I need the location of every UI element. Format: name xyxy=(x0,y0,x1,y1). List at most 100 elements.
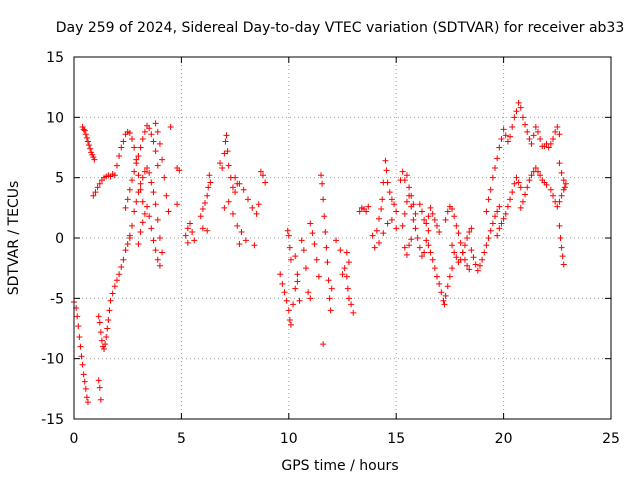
data-point-marker xyxy=(111,172,118,179)
data-point-marker xyxy=(489,174,496,181)
data-point-marker xyxy=(427,249,434,256)
data-point-marker xyxy=(176,167,183,174)
data-point-marker xyxy=(457,239,464,246)
data-point-marker xyxy=(221,204,228,211)
data-point-marker xyxy=(444,283,451,290)
data-point-marker xyxy=(434,273,441,280)
data-point-marker xyxy=(262,179,269,186)
data-point-marker xyxy=(154,128,161,135)
data-point-marker xyxy=(139,174,146,181)
data-point-marker xyxy=(97,329,104,336)
data-point-marker xyxy=(507,133,514,140)
data-point-marker xyxy=(550,136,557,143)
data-point-marker xyxy=(182,232,189,239)
data-point-marker xyxy=(105,317,112,324)
data-point-marker xyxy=(128,177,135,184)
data-point-marker xyxy=(284,227,291,234)
data-point-marker xyxy=(95,377,102,384)
data-point-marker xyxy=(438,289,445,296)
data-point-marker xyxy=(436,280,443,287)
data-point-marker xyxy=(532,165,539,172)
data-point-marker xyxy=(302,265,309,272)
data-point-marker xyxy=(418,253,425,260)
data-point-marker xyxy=(519,114,526,121)
x-tick-label: 25 xyxy=(602,431,620,447)
data-point-marker xyxy=(348,301,355,308)
data-point-marker xyxy=(313,256,320,263)
data-point-marker xyxy=(309,230,316,237)
data-point-marker xyxy=(204,227,211,234)
data-point-marker xyxy=(379,196,386,203)
data-point-marker xyxy=(152,247,159,254)
data-point-marker xyxy=(124,241,131,248)
data-point-marker xyxy=(126,235,133,241)
data-point-marker xyxy=(82,131,89,138)
data-point-marker xyxy=(232,189,239,196)
data-point-marker xyxy=(219,165,226,172)
data-point-marker xyxy=(101,346,108,353)
data-point-marker xyxy=(120,138,127,145)
data-point-marker xyxy=(343,249,350,256)
data-point-marker xyxy=(326,295,333,302)
data-point-marker xyxy=(152,201,159,208)
data-point-marker xyxy=(146,125,153,132)
data-point-marker xyxy=(363,208,370,215)
data-point-marker xyxy=(457,256,464,263)
data-point-marker xyxy=(401,177,408,184)
data-point-marker xyxy=(106,307,113,314)
data-point-marker xyxy=(74,313,81,320)
data-point-marker xyxy=(339,271,346,278)
data-point-marker xyxy=(167,123,174,130)
data-point-marker xyxy=(133,198,140,205)
data-point-marker xyxy=(118,144,125,151)
data-point-marker xyxy=(207,179,214,186)
data-point-marker xyxy=(131,168,138,175)
data-point-marker xyxy=(468,247,475,254)
data-point-marker xyxy=(204,192,211,199)
data-point-marker xyxy=(406,184,413,191)
data-point-marker xyxy=(87,145,94,152)
data-point-marker xyxy=(285,307,292,314)
data-point-marker xyxy=(522,191,529,198)
data-point-marker xyxy=(498,136,505,143)
data-point-marker xyxy=(120,256,127,263)
data-point-marker xyxy=(489,220,496,227)
y-tick-label: 10 xyxy=(46,110,64,126)
data-point-marker xyxy=(141,168,148,175)
data-point-marker xyxy=(562,180,569,187)
data-point-marker xyxy=(199,206,206,213)
data-point-marker xyxy=(156,235,163,241)
data-point-marker xyxy=(202,200,209,207)
data-point-marker xyxy=(479,256,486,263)
data-point-marker xyxy=(365,203,372,210)
data-point-marker xyxy=(96,180,103,187)
data-point-marker xyxy=(150,138,157,145)
data-point-marker xyxy=(391,201,398,208)
data-point-marker xyxy=(225,198,232,205)
data-point-marker xyxy=(543,181,550,188)
data-point-marker xyxy=(556,131,563,138)
data-point-marker xyxy=(133,160,140,167)
data-point-marker xyxy=(128,136,135,143)
data-point-marker xyxy=(414,235,421,241)
data-point-marker xyxy=(376,215,383,222)
data-point-marker xyxy=(206,172,213,179)
data-point-marker xyxy=(384,220,391,227)
y-tick-label: -10 xyxy=(41,352,64,368)
data-point-marker xyxy=(324,259,331,266)
data-point-marker xyxy=(421,249,428,256)
data-point-marker xyxy=(401,244,408,251)
data-point-marker xyxy=(472,261,479,268)
data-point-marker xyxy=(294,271,301,278)
data-point-marker xyxy=(257,168,264,175)
data-point-marker xyxy=(152,120,159,127)
data-point-marker xyxy=(320,341,327,348)
data-point-marker xyxy=(104,325,111,332)
x-tick-label: 15 xyxy=(387,431,405,447)
data-point-marker xyxy=(315,273,322,280)
data-point-marker xyxy=(139,219,146,226)
data-point-marker xyxy=(350,309,357,316)
data-point-marker xyxy=(401,210,408,217)
data-point-marker xyxy=(154,162,161,169)
data-point-marker xyxy=(526,177,533,184)
